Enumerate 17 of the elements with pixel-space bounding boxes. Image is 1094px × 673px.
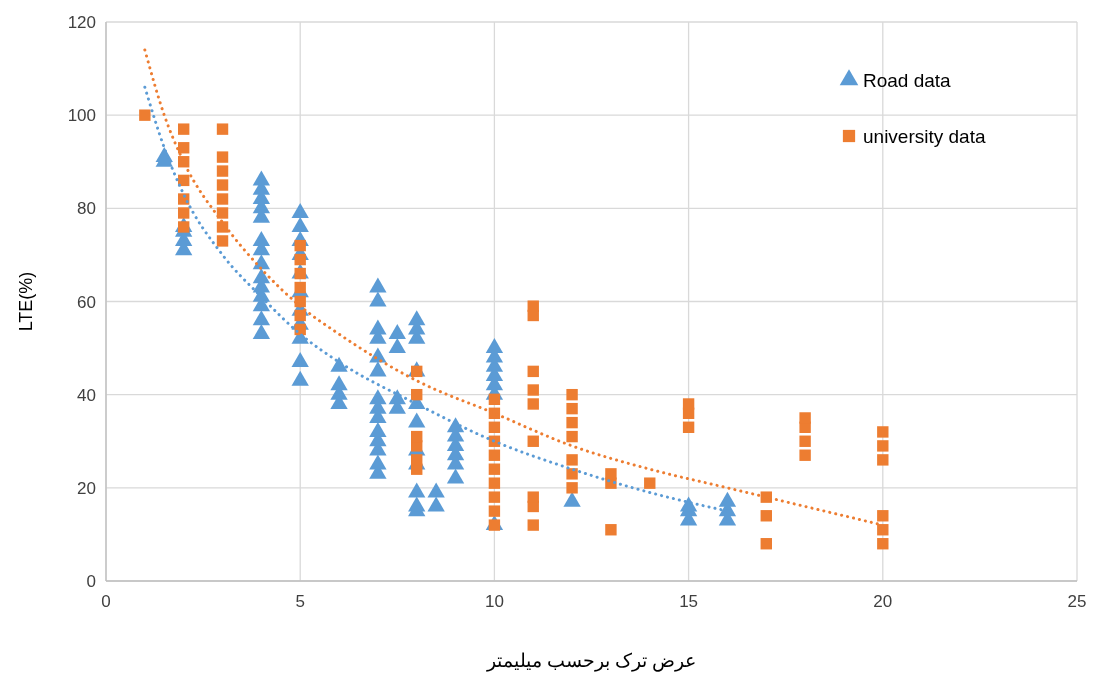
y-tick-label: 100: [67, 106, 96, 126]
y-tick-label: 60: [77, 292, 96, 312]
y-tick-label: 120: [67, 13, 96, 32]
x-tick-label: 25: [1067, 592, 1087, 611]
x-tick-label: 20: [873, 592, 893, 611]
x-tick-label: 0: [101, 592, 111, 611]
y-tick-label: 40: [77, 385, 96, 405]
x-tick-label: 15: [679, 592, 699, 611]
y-axis-title: LTE(%): [16, 271, 36, 332]
x-tick-label: 10: [484, 592, 504, 611]
legend-label: university data: [863, 126, 986, 147]
y-tick-label: 0: [86, 572, 96, 591]
y-tick-label: 80: [77, 199, 96, 219]
legend-label: Road data: [863, 70, 952, 91]
x-axis-title: عرض ترک برحسب میلیمتر: [485, 650, 697, 672]
y-tick-label: 20: [77, 478, 96, 498]
x-tick-label: 5: [295, 592, 305, 611]
